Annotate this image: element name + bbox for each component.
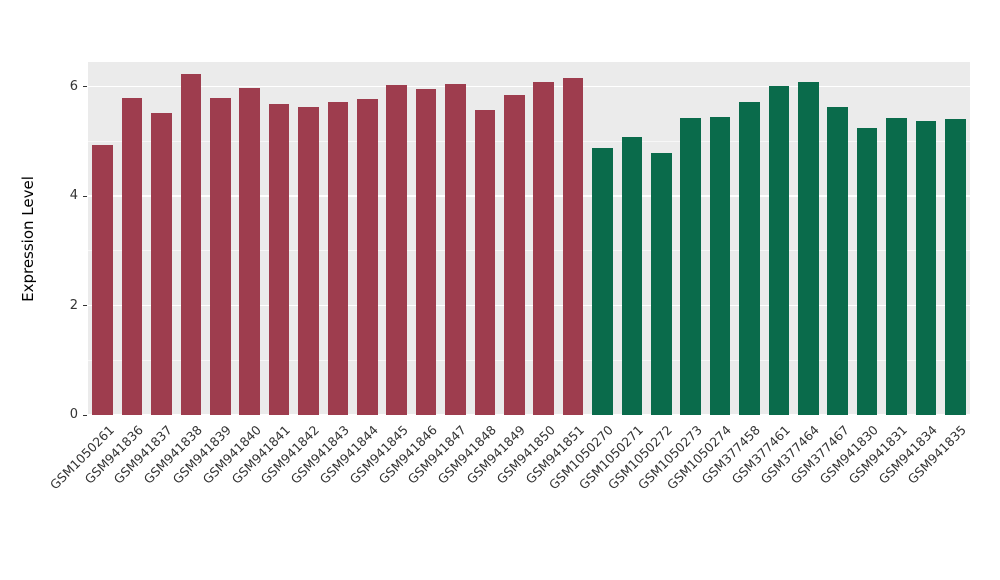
major-gridline-0 [88,414,970,416]
y-tick-label-2: 2 [69,297,78,313]
bar-GSM377461 [768,85,790,415]
bar-GSM377464 [798,82,819,415]
bar-GSM941840 [239,88,260,415]
bar-GSM1050272 [651,153,672,415]
bar-GSM941830 [856,127,878,415]
bar-GSM941839 [210,97,231,415]
major-gridline-2 [88,304,970,307]
minor-gridline-3 [88,250,970,252]
bar-GSM941850 [533,82,554,415]
bar-GSM941847 [445,83,466,415]
y-tick-label-4: 4 [69,188,78,204]
y-tick-mark-6 [83,86,87,88]
bar-GSM941831 [886,117,907,415]
bar-GSM941835 [945,119,966,415]
bar-GSM941845 [386,84,407,415]
bar-GSM941846 [415,89,437,415]
bar-GSM1050271 [621,136,643,415]
major-gridline-4 [88,195,970,197]
bar-GSM1050261 [92,145,113,415]
bar-GSM1050273 [680,117,701,415]
y-axis-title: Expression Level [19,175,37,302]
bar-GSM941849 [504,94,525,415]
plot-panel [88,62,970,415]
bar-GSM941837 [151,112,172,415]
bar-GSM941834 [915,120,937,415]
bar-GSM941851 [562,78,584,415]
y-tick-label-0: 0 [69,407,78,422]
y-tick-mark-0 [83,414,87,416]
bar-GSM941836 [121,97,143,415]
bar-GSM377467 [827,106,848,415]
minor-gridline-5 [88,140,970,142]
bar-GSM941848 [474,110,496,415]
major-gridline-6 [88,85,970,88]
y-tick-mark-4 [83,195,87,197]
y-tick-mark-2 [83,305,87,307]
bar-GSM941843 [327,101,349,415]
y-tick-label-6: 6 [69,78,78,94]
bar-GSM1050274 [709,117,731,415]
bar-GSM941841 [268,104,290,415]
bar-GSM941844 [357,99,378,415]
bar-GSM941838 [180,74,202,415]
minor-gridline-1 [88,359,970,361]
bar-GSM377458 [739,101,760,415]
bar-GSM941842 [298,107,319,415]
bar-GSM1050270 [592,147,613,415]
